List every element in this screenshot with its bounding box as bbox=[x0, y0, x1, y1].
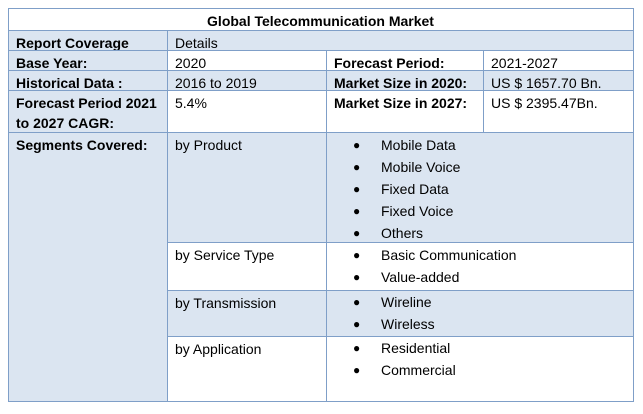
list-item: ● Basic Communication bbox=[327, 244, 633, 266]
bullet-icon: ● bbox=[353, 182, 361, 196]
bullet-icon: ● bbox=[353, 226, 361, 240]
segment-name-transmission: by Transmission bbox=[168, 291, 327, 337]
bullet-icon: ● bbox=[353, 138, 361, 152]
column-divider bbox=[167, 31, 168, 401]
bullet-icon: ● bbox=[353, 341, 361, 355]
column-divider bbox=[326, 133, 327, 401]
list-item: ● Mobile Data bbox=[327, 134, 633, 156]
table-title: Global Telecommunication Market bbox=[207, 13, 434, 29]
service-type-list: ● Basic Communication ● Value-added bbox=[327, 244, 633, 288]
cagr-value: 5.4% bbox=[175, 95, 207, 111]
column-divider bbox=[483, 51, 484, 133]
segment-items-transmission: ● Wireline ● Wireless bbox=[327, 291, 633, 337]
list-item: ● Wireline bbox=[327, 291, 633, 313]
list-item: ● Value-added bbox=[327, 266, 633, 288]
segment-items-application: ● Residential ● Commercial bbox=[327, 337, 633, 401]
base-year-label: Base Year: bbox=[9, 51, 168, 71]
list-item: ● Wireless bbox=[327, 313, 633, 335]
list-item: ● Mobile Voice bbox=[327, 156, 633, 178]
row-divider bbox=[9, 50, 633, 51]
forecast-period-value: 2021-2027 bbox=[491, 55, 558, 71]
segment-name-product: by Product bbox=[168, 133, 327, 243]
bullet-icon: ● bbox=[353, 204, 361, 218]
market-size-2020-label: Market Size in 2020: bbox=[327, 71, 484, 91]
list-item: ● Others bbox=[327, 222, 633, 244]
forecast-period-label: Forecast Period: bbox=[334, 55, 445, 71]
row-divider bbox=[168, 336, 633, 337]
market-size-2027-label: Market Size in 2027: bbox=[334, 95, 468, 111]
list-item: ● Commercial bbox=[327, 359, 633, 381]
bullet-icon: ● bbox=[353, 248, 361, 262]
report-table: Global Telecommunication Market Report C… bbox=[8, 8, 634, 402]
column-divider bbox=[326, 51, 327, 133]
segment-items-service-type: ● Basic Communication ● Value-added bbox=[327, 243, 633, 291]
list-item: ● Fixed Voice bbox=[327, 200, 633, 222]
market-size-2020-value: US $ 1657.70 Bn. bbox=[484, 71, 633, 91]
cagr-label: Forecast Period 2021 to 2027 CAGR: bbox=[9, 91, 168, 133]
application-list: ● Residential ● Commercial bbox=[327, 337, 633, 381]
transmission-list: ● Wireline ● Wireless bbox=[327, 291, 633, 335]
bullet-icon: ● bbox=[353, 270, 361, 284]
bullet-icon: ● bbox=[353, 160, 361, 174]
segment-name-service-type: by Service Type bbox=[175, 247, 275, 263]
header-details: Details bbox=[168, 31, 633, 51]
row-divider bbox=[168, 242, 633, 243]
segment-items-product: ● Mobile Data ● Mobile Voice ● Fixed Data ●… bbox=[327, 133, 633, 243]
base-year-value: 2020 bbox=[175, 55, 207, 71]
historical-data-label: Historical Data : bbox=[9, 71, 168, 91]
list-item: ● Residential bbox=[327, 337, 633, 359]
segments-covered-label: Segments Covered: bbox=[9, 133, 168, 401]
product-list: ● Mobile Data ● Mobile Voice ● Fixed Data ●… bbox=[327, 134, 633, 244]
row-divider bbox=[9, 70, 633, 71]
row-divider bbox=[9, 90, 633, 91]
bullet-icon: ● bbox=[353, 363, 361, 377]
list-item: ● Fixed Data bbox=[327, 178, 633, 200]
header-report-coverage: Report Coverage bbox=[9, 31, 168, 51]
bullet-icon: ● bbox=[353, 317, 361, 331]
segment-name-application: by Application bbox=[175, 341, 262, 357]
bullet-icon: ● bbox=[353, 295, 361, 309]
historical-data-value: 2016 to 2019 bbox=[168, 71, 327, 91]
row-divider bbox=[168, 290, 633, 291]
market-size-2027-value: US $ 2395.47Bn. bbox=[491, 95, 598, 111]
row-divider bbox=[9, 132, 633, 133]
row-divider bbox=[9, 30, 633, 31]
